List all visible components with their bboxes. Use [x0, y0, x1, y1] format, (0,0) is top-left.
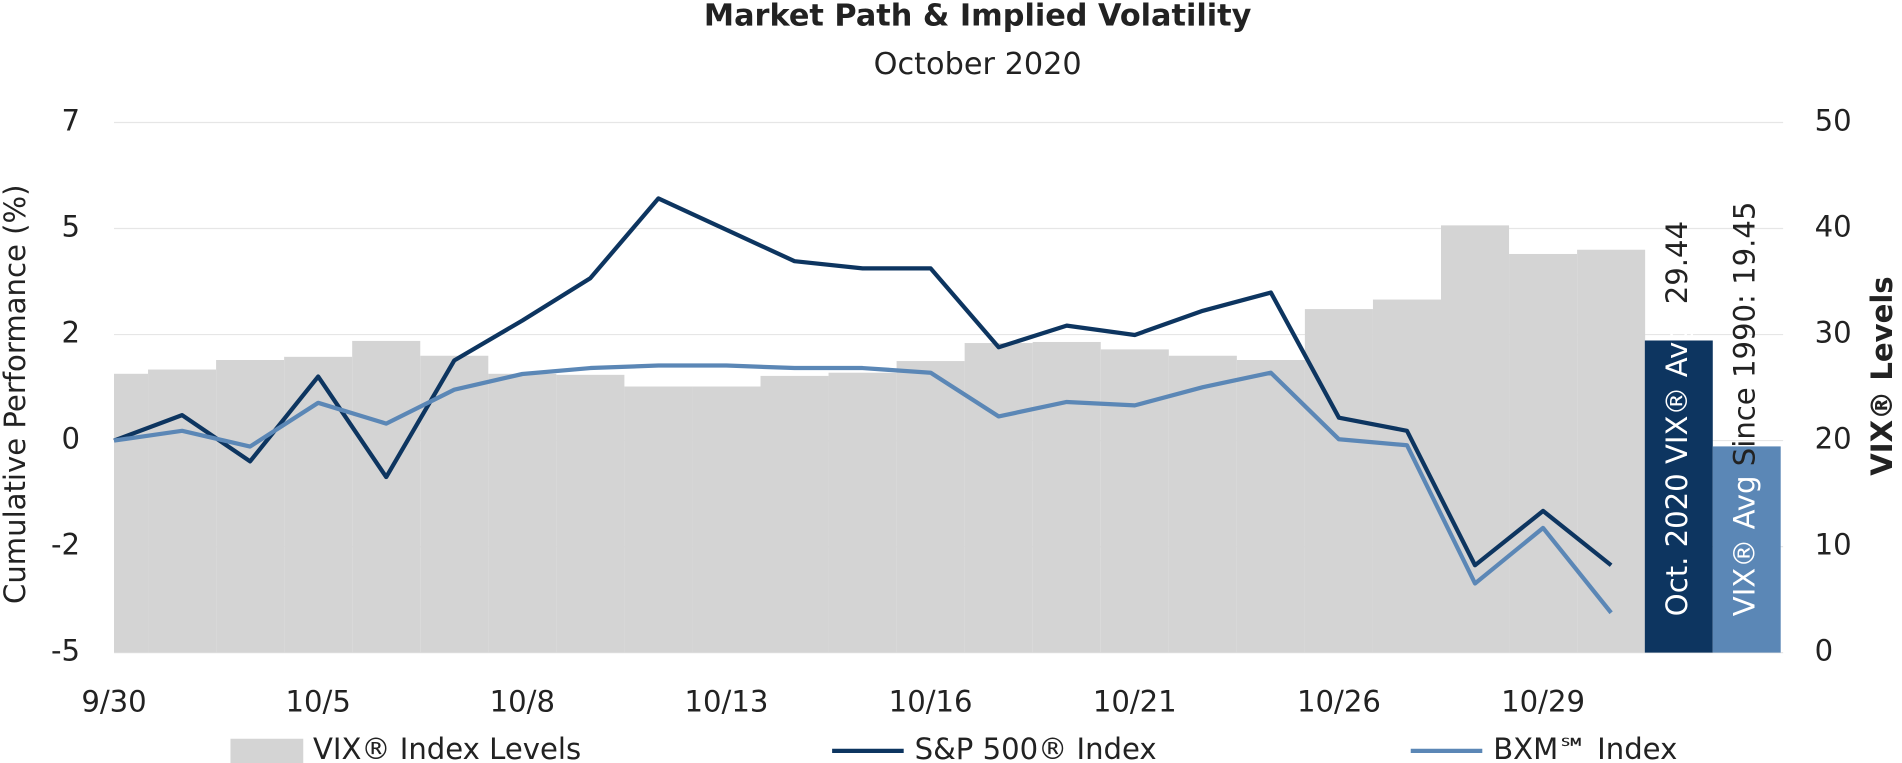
- legend-swatch: [230, 738, 304, 763]
- vix-bar: [1032, 341, 1101, 653]
- y-tick-label: -2: [51, 528, 80, 562]
- vix-bar: [420, 355, 489, 653]
- x-tick-label: 10/26: [1297, 685, 1381, 719]
- y2-tick-label: 0: [1815, 634, 1834, 668]
- vix-bar: [828, 372, 897, 653]
- y-tick-label: 2: [62, 316, 81, 350]
- y2-tick-label: 20: [1815, 422, 1852, 456]
- vix-bar: [216, 360, 285, 653]
- y2-tick-label: 50: [1815, 104, 1852, 138]
- series-line: [113, 196, 1613, 568]
- y2-tick-label: 10: [1815, 528, 1852, 562]
- vix-bar: [352, 340, 421, 653]
- y-axis-label: Cumulative Performance (%): [0, 184, 32, 604]
- average-label-part: Since 1990:: [1728, 294, 1762, 466]
- series-line: [113, 363, 1613, 615]
- y2-tick-label: 40: [1815, 210, 1852, 244]
- x-tick-label: 10/16: [889, 685, 973, 719]
- y-tick-label: 5: [62, 210, 81, 244]
- vix-bar: [148, 369, 217, 653]
- average-value: 29.44: [1660, 221, 1694, 304]
- vix-bar: [1100, 349, 1169, 653]
- average-bar: [1712, 446, 1781, 653]
- chart-subtitle: October 2020: [874, 47, 1082, 82]
- y-tick-label: 7: [62, 104, 81, 138]
- x-tick-label: 10/29: [1501, 685, 1585, 719]
- vix-bar: [1577, 249, 1646, 653]
- vix-bar: [692, 386, 761, 653]
- x-tick-label: 10/8: [490, 685, 555, 719]
- vix-bar: [1440, 225, 1510, 653]
- x-tick-label: 10/5: [285, 685, 350, 719]
- vix-bar: [964, 343, 1033, 653]
- average-label: Oct. 2020 VIX® Avg: 29.44: [1660, 221, 1694, 616]
- x-tick-label: 10/13: [685, 685, 769, 719]
- vix-bar: [760, 375, 829, 653]
- average-label-part: VIX® Avg: [1728, 475, 1762, 616]
- vix-bar: [488, 373, 557, 653]
- y2-tick-label: 30: [1815, 316, 1852, 350]
- vix-bar: [114, 373, 149, 653]
- average-label: VIX® Avg Since 1990: 19.45: [1728, 202, 1762, 617]
- vix-bar: [896, 361, 965, 653]
- y-tick-label: 0: [62, 422, 81, 456]
- legend-label: BXM℠ Index: [1493, 732, 1677, 763]
- vix-bar: [1304, 309, 1373, 653]
- legend-label: VIX® Index Levels: [313, 732, 581, 763]
- vix-bar: [1509, 253, 1578, 653]
- x-tick-label: 9/30: [81, 685, 146, 719]
- x-tick-label: 10/21: [1093, 685, 1177, 719]
- average-bar: [1644, 340, 1713, 653]
- vix-bar: [624, 386, 693, 653]
- y-tick-label: -5: [51, 634, 80, 668]
- average-value: 19.45: [1728, 202, 1762, 285]
- y2-axis-label: VIX® Levels: [1865, 276, 1899, 475]
- average-label-part: Oct. 2020 VIX® Avg:: [1660, 314, 1694, 617]
- chart-title: Market Path & Implied Volatility: [704, 0, 1252, 33]
- vix-bar: [1236, 360, 1305, 653]
- vix-bar: [556, 374, 625, 653]
- legend-label: S&P 500® Index: [915, 732, 1157, 763]
- vix-bar: [1168, 355, 1237, 653]
